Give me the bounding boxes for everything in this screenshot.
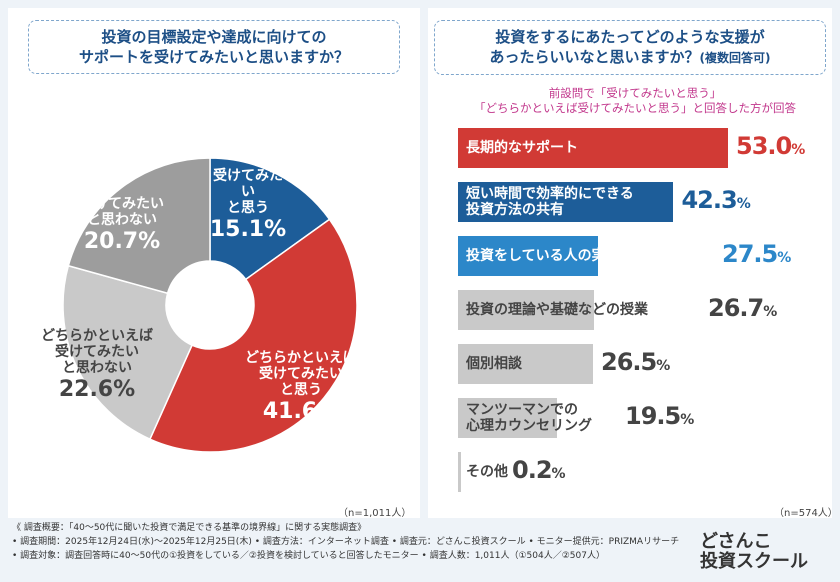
pie-slice xyxy=(67,157,211,295)
bar xyxy=(458,128,728,168)
bar xyxy=(458,344,593,384)
pie-slice xyxy=(209,157,331,281)
bar-value: 26.7% xyxy=(708,294,777,322)
right-question: 投資をするにあたってどのような支援が あったらいいなと思いますか？(複数回答可) xyxy=(434,20,826,75)
bar-label: 投資の理論や基礎などの授業 xyxy=(466,302,648,318)
pie-label-2: どちらかといえば 受けてみたい と思わない 22.6% xyxy=(41,328,153,402)
left-n: （n=1,011人） xyxy=(338,508,412,519)
pie-label-3: 受けてみたい と思わない 20.7% xyxy=(80,196,164,254)
bar xyxy=(458,182,674,222)
bar-value: 42.3% xyxy=(681,186,750,214)
right-n: （n=574人） xyxy=(774,508,838,519)
question-line: 投資をするにあたってどのような支援が xyxy=(495,28,765,46)
donut-chart xyxy=(62,157,358,453)
left-question: 投資の目標設定や達成に向けての サポートを受けてみたいと思いますか？ xyxy=(28,20,400,74)
bar-label: 投資をしている人の実績共有 xyxy=(466,248,648,264)
question-line: 投資の目標設定や達成に向けての xyxy=(101,28,327,46)
bar-label: 長期的なサポート xyxy=(466,140,578,156)
bar xyxy=(458,398,558,438)
bar-label: 短い時間で効率的にできる 投資方法の共有 xyxy=(466,186,634,218)
bar-label: 個別相談 xyxy=(466,356,522,372)
bar-label: その他 xyxy=(466,464,508,480)
bar-label: マンツーマンでの 心理カウンセリング xyxy=(466,402,592,434)
sub-note: 前設問で「受けてみたいと思う」 「どちらかといえば受けてみたいと思う」と回答した方… xyxy=(474,86,796,115)
bar xyxy=(458,236,599,276)
pie-slice xyxy=(148,218,358,453)
pie-slice xyxy=(62,264,194,441)
pie-label-0: 受けてみたい と思う 15.1% xyxy=(209,168,287,242)
survey-footer: 《 調査概要：「40～50代に聞いた投資で満足できる基準の境界線」に関する実態調… xyxy=(12,523,680,561)
bar-value: 26.5% xyxy=(601,348,670,376)
bar-value: 19.5% xyxy=(625,402,694,430)
question-line: サポートを受けてみたいと思いますか？ xyxy=(78,48,349,66)
question-line: あったらいいなと思いますか？ xyxy=(489,48,700,66)
bar xyxy=(458,452,461,492)
bar-value: 53.0% xyxy=(736,132,805,160)
pie-label-1: どちらかといえば 受けてみたい と思う 41.6% xyxy=(245,350,357,424)
bar-value: 0.2% xyxy=(512,456,566,484)
question-suffix: (複数回答可) xyxy=(699,51,771,65)
bar xyxy=(458,290,595,330)
bar-value: 27.5% xyxy=(722,240,791,268)
logo: どさんこ 投資スクール xyxy=(700,531,808,572)
